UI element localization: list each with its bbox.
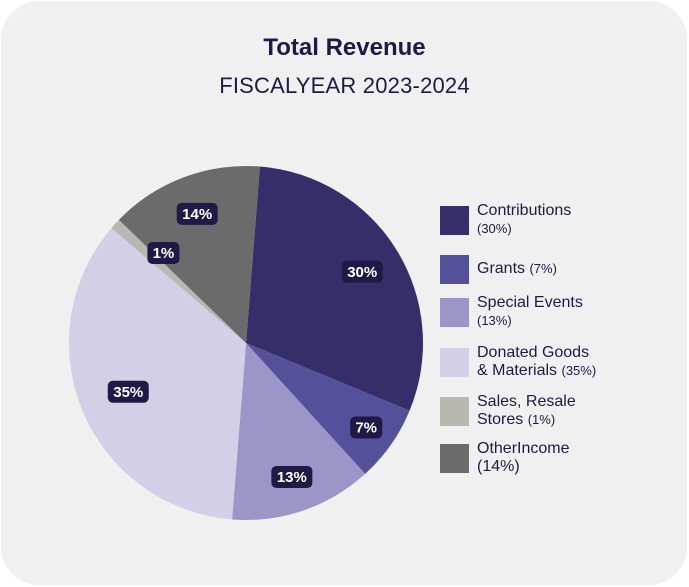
legend-label-donated-goods-2: & Materials: [477, 362, 558, 379]
legend-pct-donated-goods: (35%): [561, 363, 597, 378]
legend-label-special-events: Special Events: [477, 294, 583, 311]
pie-label-bg-otherincome: [176, 202, 218, 225]
pie-label-text-grants: 7%: [355, 419, 377, 436]
pie-label-otherincome: 14%: [176, 202, 218, 225]
pie-slice-contributions: [246, 166, 423, 411]
pie-label-contributions: 30%: [341, 260, 383, 283]
legend-pct-other-income: (14%): [477, 458, 520, 475]
pie-label-donated-goods-materials: 35%: [107, 380, 149, 403]
legend-pct-sales-resale: (1%): [527, 412, 556, 427]
pie-slice-sales-resale-stores: [111, 219, 246, 343]
legend-label-sales-resale-2: Stores: [477, 411, 524, 428]
legend-label-grants: Grants: [477, 260, 526, 277]
legend-label-contributions: Contributions: [477, 202, 572, 219]
legend-label-donated-goods: Donated Goods: [477, 344, 590, 361]
pie-label-bg-sales-resale-stores: [147, 242, 180, 265]
pie-label-bg-grants: [350, 416, 383, 439]
legend-swatch-donated-goods: [440, 348, 469, 377]
pie-label-text-sales-resale-stores: 1%: [153, 245, 175, 262]
pie-label-text-otherincome: 14%: [182, 206, 212, 223]
pie-label-sales-resale-stores: 1%: [147, 242, 180, 265]
chart-subtitle: FISCALYEAR 2023-2024: [219, 73, 470, 98]
legend-swatch-contributions: [440, 206, 469, 235]
legend-pct-grants: (7%): [529, 261, 557, 276]
legend-swatch-special-events: [440, 298, 469, 327]
pie-label-grants: 7%: [350, 416, 383, 439]
legend-label-sales-resale: Sales, Resale: [477, 393, 576, 410]
pie-label-bg-contributions: [341, 260, 383, 283]
pie-label-bg-special-events: [271, 465, 313, 488]
pie-label-bg-donated-goods-materials: [107, 380, 149, 403]
legend-swatch-grants: [440, 255, 469, 284]
pie-slice-special-events: [232, 343, 366, 520]
legend-swatch-sales-resale: [440, 397, 469, 426]
pie-slice-grants: [246, 343, 410, 474]
legend-pct-special-events: (13%): [477, 313, 512, 328]
pie-label-text-contributions: 30%: [347, 264, 377, 281]
legend-label-other-income: OtherIncome: [477, 440, 570, 457]
pie-slice-donated-goods-materials: [69, 228, 246, 520]
pie-label-special-events: 13%: [271, 465, 313, 488]
pie-slice-otherincome: [118, 165, 260, 343]
legend-pct-contributions: (30%): [477, 221, 512, 236]
chart-title: Total Revenue: [263, 34, 426, 61]
pie-label-text-donated-goods-materials: 35%: [113, 384, 143, 401]
pie-label-text-special-events: 13%: [277, 469, 307, 486]
legend-swatch-other-income: [440, 444, 469, 473]
